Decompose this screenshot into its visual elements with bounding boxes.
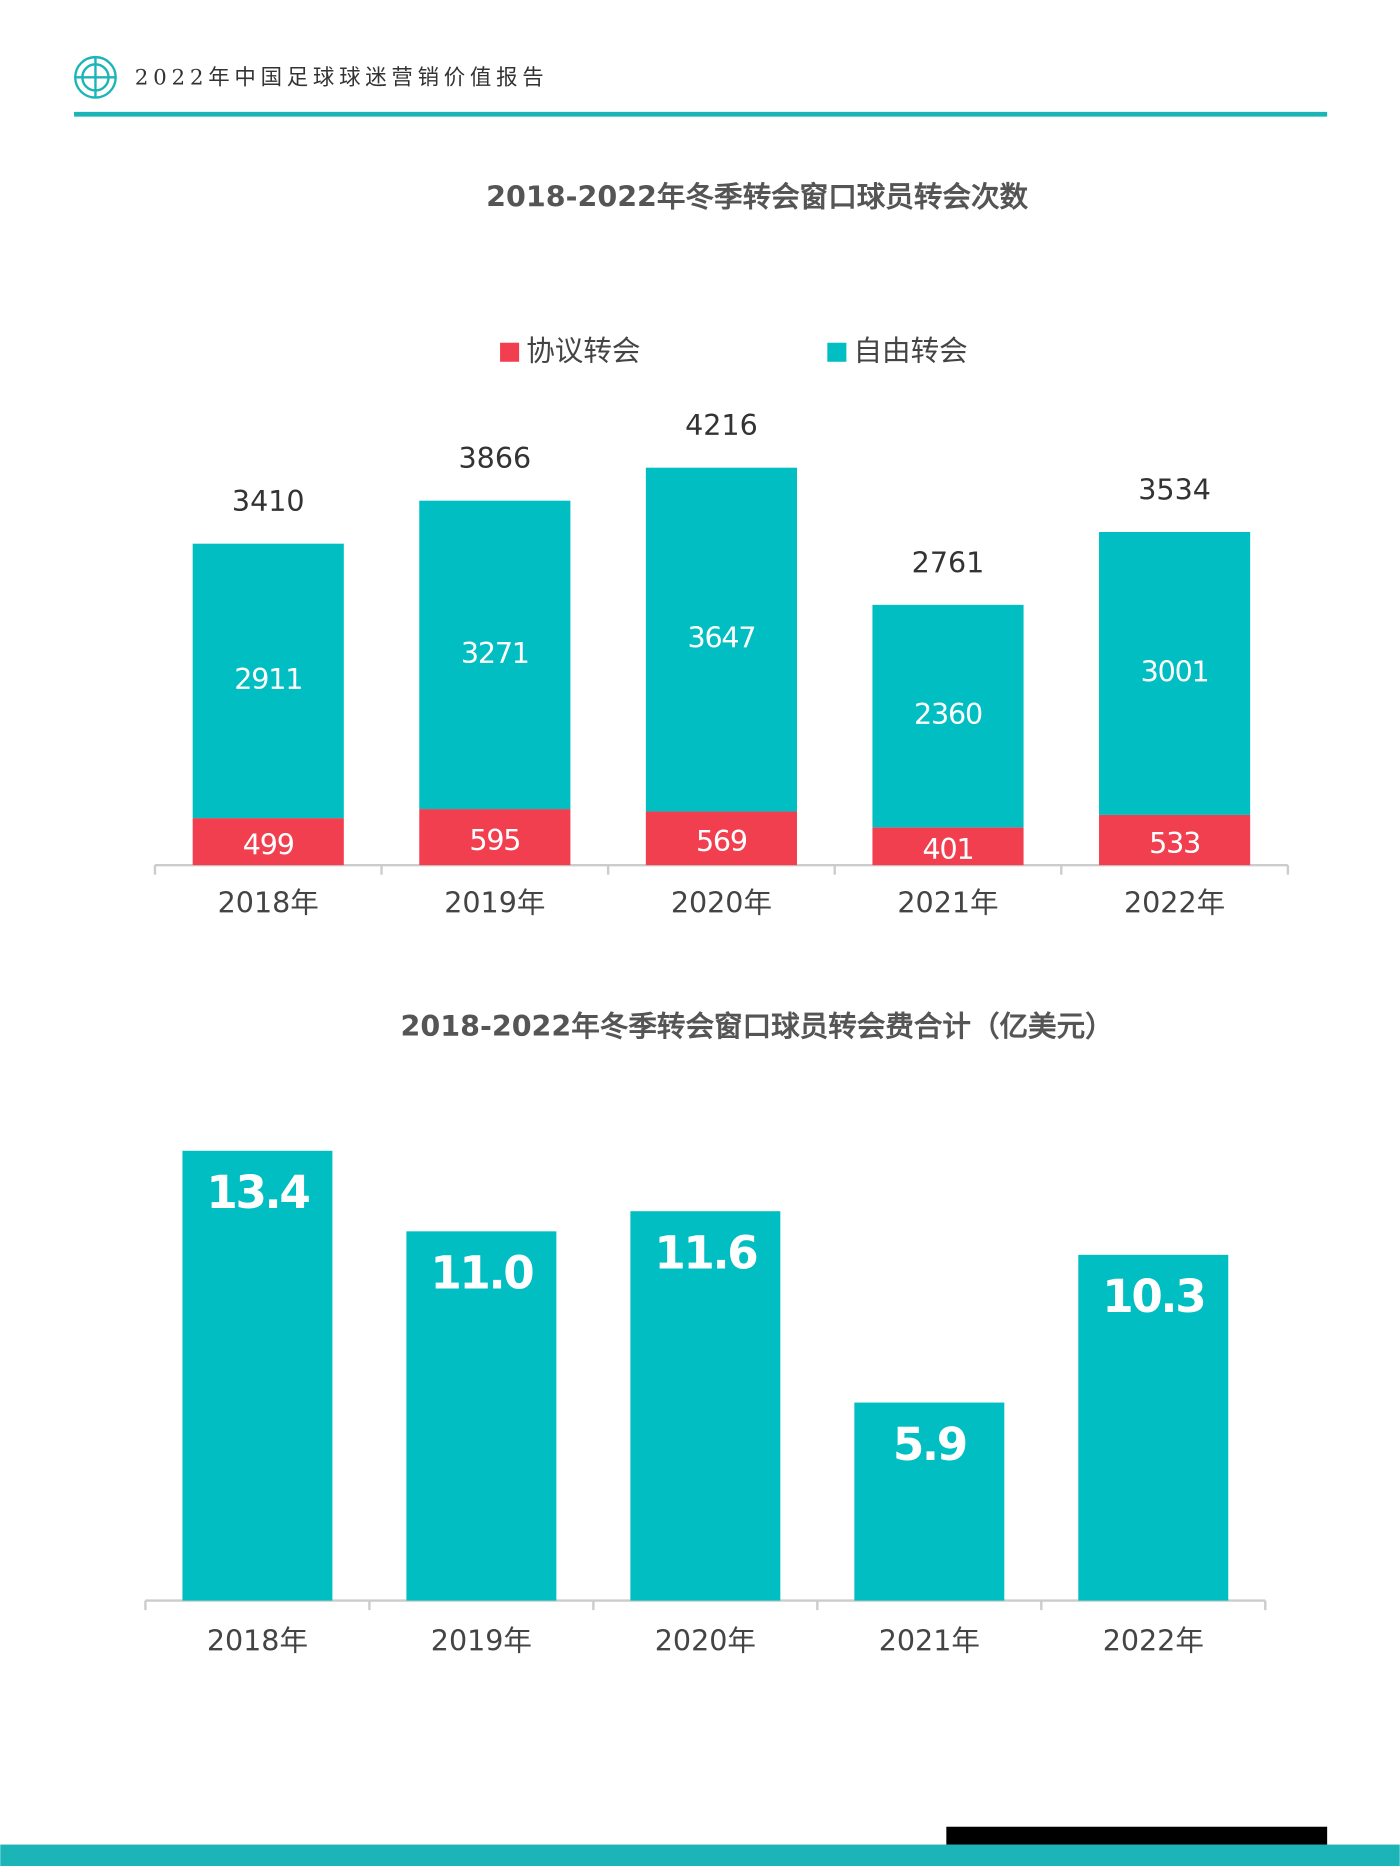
segment-label: 499 xyxy=(243,827,294,861)
total-label: 3410 xyxy=(232,484,305,518)
bar xyxy=(630,1211,781,1601)
x-tick-label: 2020年 xyxy=(655,1623,756,1657)
segment-label: 569 xyxy=(696,824,747,858)
segment-label: 3271 xyxy=(461,636,529,670)
bar-segment xyxy=(1099,814,1251,866)
bar-segment xyxy=(192,818,344,866)
bar-segment xyxy=(419,809,571,866)
bar-segment xyxy=(645,467,797,812)
bar xyxy=(854,1402,1005,1601)
segment-label: 3647 xyxy=(687,621,755,655)
x-tick-label: 2022年 xyxy=(1124,885,1225,919)
footer-bar xyxy=(0,1844,1400,1866)
value-label: 13.4 xyxy=(206,1166,309,1219)
legend-label: 自由转会 xyxy=(854,333,968,367)
total-label: 4216 xyxy=(685,408,758,442)
segment-label: 2911 xyxy=(234,662,302,696)
value-label: 11.0 xyxy=(430,1247,533,1300)
bar-segment xyxy=(192,543,344,819)
x-tick-label: 2022年 xyxy=(1103,1623,1204,1657)
bar xyxy=(1078,1254,1229,1601)
header-rule xyxy=(74,111,1328,117)
segment-label: 533 xyxy=(1149,826,1200,860)
x-tick-label: 2021年 xyxy=(879,1623,980,1657)
total-label: 3866 xyxy=(459,441,532,475)
segment-label: 2360 xyxy=(914,697,982,731)
x-tick-label: 2018年 xyxy=(207,1623,308,1657)
legend-swatch xyxy=(500,342,520,362)
total-label: 2761 xyxy=(912,545,985,579)
total-label: 3534 xyxy=(1138,473,1211,507)
value-label: 11.6 xyxy=(654,1226,757,1279)
segment-label: 3001 xyxy=(1141,654,1209,688)
value-label: 5.9 xyxy=(893,1418,966,1471)
value-label: 10.3 xyxy=(1102,1270,1204,1323)
segment-label: 595 xyxy=(469,823,520,857)
x-tick-label: 2021年 xyxy=(897,885,998,919)
x-tick-label: 2019年 xyxy=(444,885,545,919)
x-tick-label: 2018年 xyxy=(218,885,319,919)
bar-segment xyxy=(872,604,1024,828)
chart-title: 2018-2022年冬季转会窗口球员转会费合计（亿美元） xyxy=(401,1009,1114,1043)
bar xyxy=(182,1150,333,1601)
segment-label: 401 xyxy=(923,832,974,866)
x-tick-label: 2019年 xyxy=(431,1623,532,1657)
bar-segment xyxy=(645,811,797,866)
bar-segment xyxy=(872,827,1024,866)
x-tick-label: 2020年 xyxy=(671,885,772,919)
bar-segment xyxy=(1099,531,1251,815)
bar xyxy=(406,1231,557,1601)
logo xyxy=(74,55,117,99)
footer-block xyxy=(946,1826,1328,1845)
bar-segment xyxy=(419,500,571,810)
legend-swatch xyxy=(827,342,847,362)
legend-label: 协议转会 xyxy=(526,333,640,367)
report-title: 2022年中国足球球迷营销价值报告 xyxy=(135,66,549,91)
chart-title: 2018-2022年冬季转会窗口球员转会次数 xyxy=(486,180,1028,214)
